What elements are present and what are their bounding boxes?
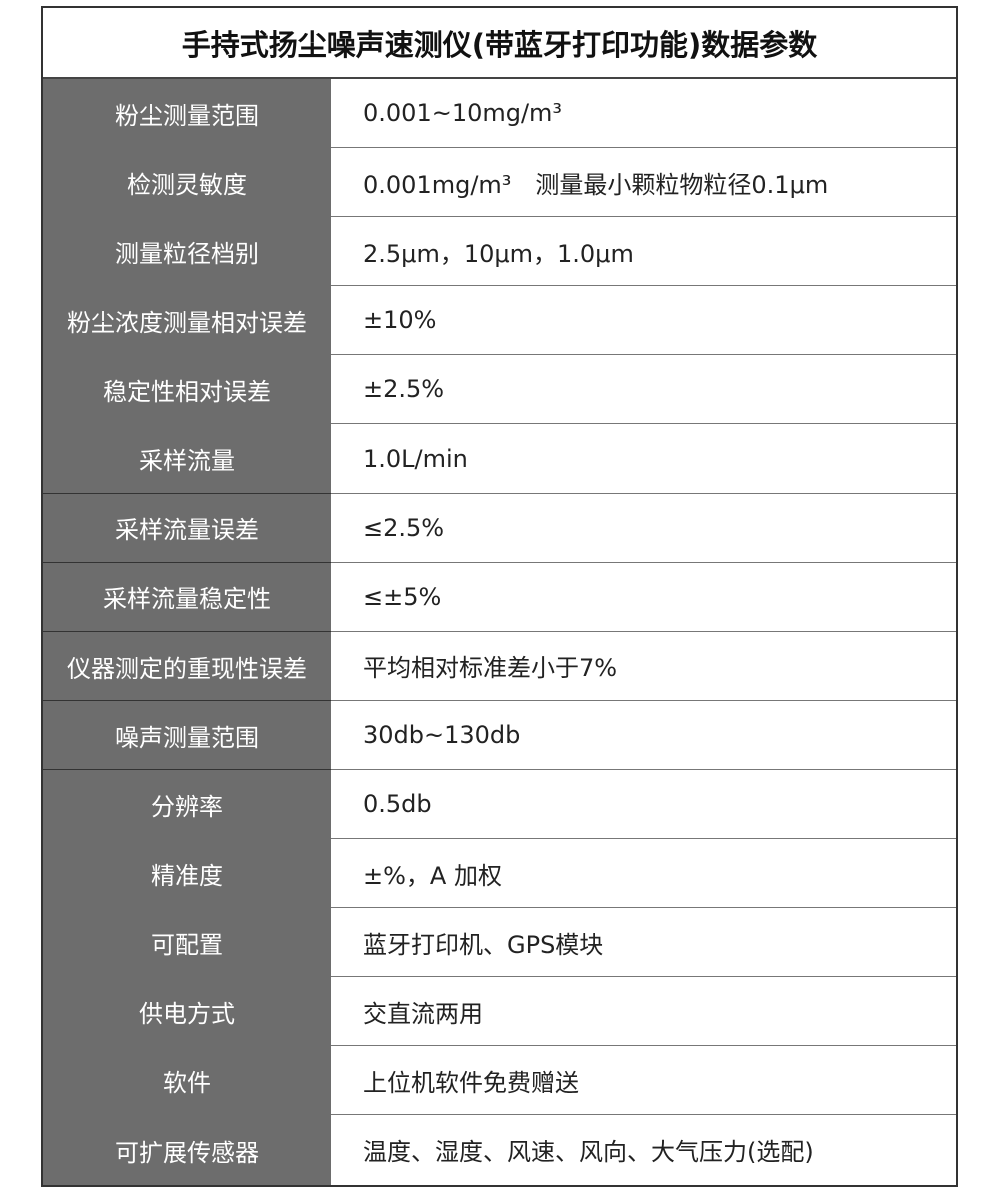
param-value: 温度、湿度、风速、风向、大气压力(选配): [363, 1138, 814, 1167]
table-row: 粉尘测量范围 0.001~10mg/m³: [43, 79, 956, 149]
table-row: 精准度 ±%，A 加权: [43, 839, 956, 909]
param-value: 30db~130db: [363, 720, 521, 749]
table-row: 噪声测量范围 30db~130db: [43, 700, 956, 771]
param-label: 可配置: [43, 908, 331, 978]
spec-table: 手持式扬尘噪声速测仪(带蓝牙打印功能)数据参数 粉尘测量范围 0.001~10mg…: [41, 6, 958, 1187]
param-value: 0.5db: [363, 789, 432, 818]
param-value: 蓝牙打印机、GPS模块: [363, 930, 604, 959]
table-row: 软件 上位机软件免费赠送: [43, 1046, 956, 1116]
param-value: ≤±5%: [363, 582, 442, 611]
param-label: 采样流量误差: [43, 493, 331, 564]
param-label: 供电方式: [43, 977, 331, 1047]
table-row: 可配置 蓝牙打印机、GPS模块: [43, 908, 956, 978]
table-title: 手持式扬尘噪声速测仪(带蓝牙打印功能)数据参数: [43, 8, 956, 79]
table-body: 粉尘测量范围 0.001~10mg/m³ 检测灵敏度 0.001mg/m³ 测量最小颗…: [43, 79, 956, 1186]
param-value: 平均相对标准差小于7%: [363, 654, 618, 683]
param-value: 0.001mg/m³ 测量最小颗粒物粒径0.1μm: [363, 170, 829, 199]
table-row: 可扩展传感器 温度、湿度、风速、风向、大气压力(选配): [43, 1115, 956, 1186]
table-row: 采样流量误差 ≤2.5%: [43, 493, 956, 564]
table-row: 稳定性相对误差 ±2.5%: [43, 355, 956, 425]
table-row: 分辨率 0.5db: [43, 769, 956, 840]
param-label: 粉尘浓度测量相对误差: [43, 286, 331, 356]
param-value: ≤2.5%: [363, 513, 445, 542]
table-row: 采样流量稳定性 ≤±5%: [43, 562, 956, 633]
param-value: ±%，A 加权: [363, 861, 502, 890]
table-row: 仪器测定的重现性误差 平均相对标准差小于7%: [43, 631, 956, 702]
param-label: 仪器测定的重现性误差: [43, 631, 331, 702]
param-label: 采样流量: [43, 424, 331, 495]
param-label: 检测灵敏度: [43, 148, 331, 218]
param-value: ±2.5%: [363, 375, 445, 404]
param-label: 测量粒径档别: [43, 217, 331, 287]
table-row: 供电方式 交直流两用: [43, 977, 956, 1047]
param-label: 精准度: [43, 839, 331, 909]
param-label: 可扩展传感器: [43, 1115, 331, 1186]
param-value: ±10%: [363, 306, 437, 335]
param-label: 采样流量稳定性: [43, 562, 331, 633]
param-label: 稳定性相对误差: [43, 355, 331, 425]
param-label: 软件: [43, 1046, 331, 1116]
param-value: 0.001~10mg/m³: [363, 99, 563, 128]
param-value: 1.0L/min: [363, 444, 468, 473]
param-label: 噪声测量范围: [43, 700, 331, 771]
table-row: 检测灵敏度 0.001mg/m³ 测量最小颗粒物粒径0.1μm: [43, 148, 956, 218]
param-label: 粉尘测量范围: [43, 79, 331, 149]
table-row: 粉尘浓度测量相对误差 ±10%: [43, 286, 956, 356]
param-value: 2.5μm，10μm，1.0μm: [363, 239, 634, 268]
param-value: 上位机软件免费赠送: [363, 1068, 579, 1097]
param-label: 分辨率: [43, 769, 331, 840]
table-row: 测量粒径档别 2.5μm，10μm，1.0μm: [43, 217, 956, 287]
param-value: 交直流两用: [363, 999, 483, 1028]
table-row: 采样流量 1.0L/min: [43, 424, 956, 495]
